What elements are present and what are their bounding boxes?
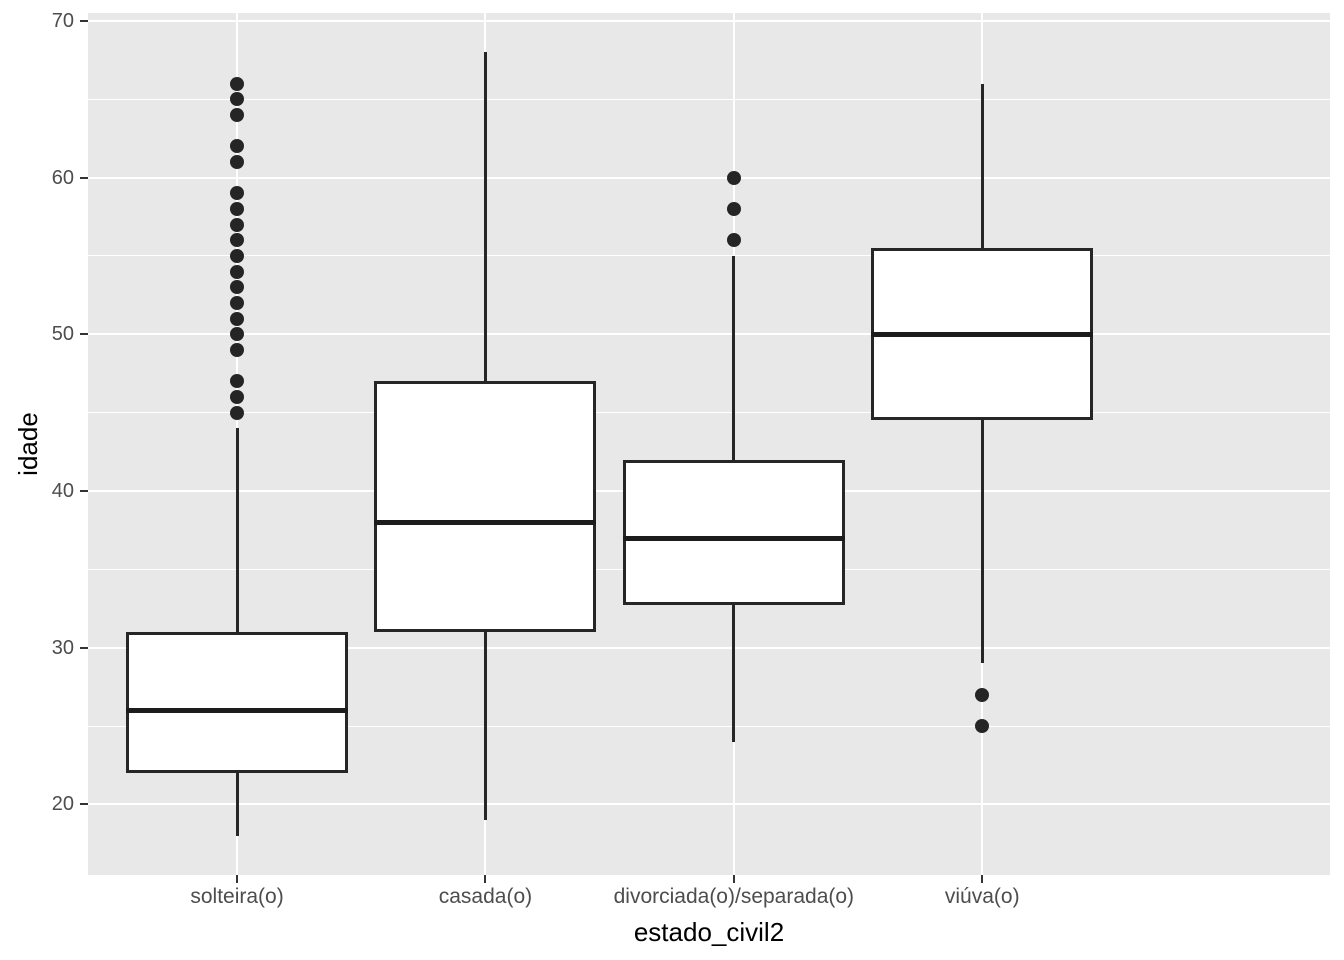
gridline-minor-horizontal <box>88 412 1330 414</box>
outlier-point <box>726 201 741 216</box>
boxplot-box <box>126 632 349 774</box>
outlier-point <box>230 311 245 326</box>
boxplot-box <box>622 459 845 605</box>
outlier-point <box>230 201 245 216</box>
outlier-point <box>230 280 245 295</box>
gridline-major-horizontal <box>88 803 1330 806</box>
y-axis-tick-label: 60 <box>51 166 74 189</box>
gridline-minor-horizontal <box>88 255 1330 257</box>
outlier-point <box>230 389 245 404</box>
outlier-point <box>975 687 990 702</box>
x-axis-tick-mark <box>484 875 487 883</box>
outlier-point <box>230 233 245 248</box>
y-axis-tick-label: 40 <box>51 480 74 503</box>
y-axis-tick-mark <box>80 646 88 649</box>
outlier-point <box>230 107 245 122</box>
median-line <box>622 535 845 541</box>
median-line <box>871 331 1094 337</box>
outlier-point <box>726 170 741 185</box>
outlier-point <box>230 186 245 201</box>
outlier-point <box>230 327 245 342</box>
y-axis-tick-label: 30 <box>51 636 74 659</box>
y-axis-tick-label: 50 <box>51 323 74 346</box>
y-axis-title: idade <box>13 412 43 476</box>
boxplot-box <box>374 381 597 633</box>
outlier-point <box>230 248 245 263</box>
x-axis-tick-mark <box>732 875 735 883</box>
outlier-point <box>230 295 245 310</box>
y-axis-tick-label: 20 <box>51 793 74 816</box>
outlier-point <box>230 405 245 420</box>
y-axis-tick-mark <box>80 176 88 179</box>
outlier-point <box>230 264 245 279</box>
gridline-major-horizontal <box>88 646 1330 649</box>
x-axis-tick-label: viúva(o) <box>944 885 1020 908</box>
outlier-point <box>230 217 245 232</box>
outlier-point <box>230 374 245 389</box>
median-line <box>126 707 349 713</box>
x-axis-tick-label: solteira(o) <box>190 885 284 908</box>
gridline-major-horizontal <box>88 176 1330 179</box>
gridline-minor-horizontal <box>88 725 1330 727</box>
outlier-point <box>230 76 245 91</box>
outlier-point <box>230 154 245 169</box>
x-axis-title: estado_civil2 <box>633 917 785 947</box>
x-axis-tick-label: casada(o) <box>438 885 533 908</box>
x-axis-tick-mark <box>236 875 239 883</box>
outlier-point <box>230 92 245 107</box>
whisker-line <box>235 428 239 836</box>
gridline-major-horizontal <box>88 19 1330 22</box>
outlier-point <box>230 139 245 154</box>
outlier-point <box>726 233 741 248</box>
x-axis-tick-mark <box>981 875 984 883</box>
gridline-major-horizontal <box>88 333 1330 336</box>
y-axis-tick-mark <box>80 803 88 806</box>
y-axis-tick-mark <box>80 333 88 336</box>
outlier-point <box>230 342 245 357</box>
median-line <box>374 519 597 525</box>
x-axis-tick-label: divorciada(o)/separada(o) <box>613 885 855 908</box>
outlier-point <box>975 719 990 734</box>
gridline-minor-horizontal <box>88 98 1330 100</box>
y-axis-tick-mark <box>80 490 88 493</box>
y-axis-tick-label: 70 <box>51 9 74 32</box>
y-axis-tick-mark <box>80 19 88 22</box>
